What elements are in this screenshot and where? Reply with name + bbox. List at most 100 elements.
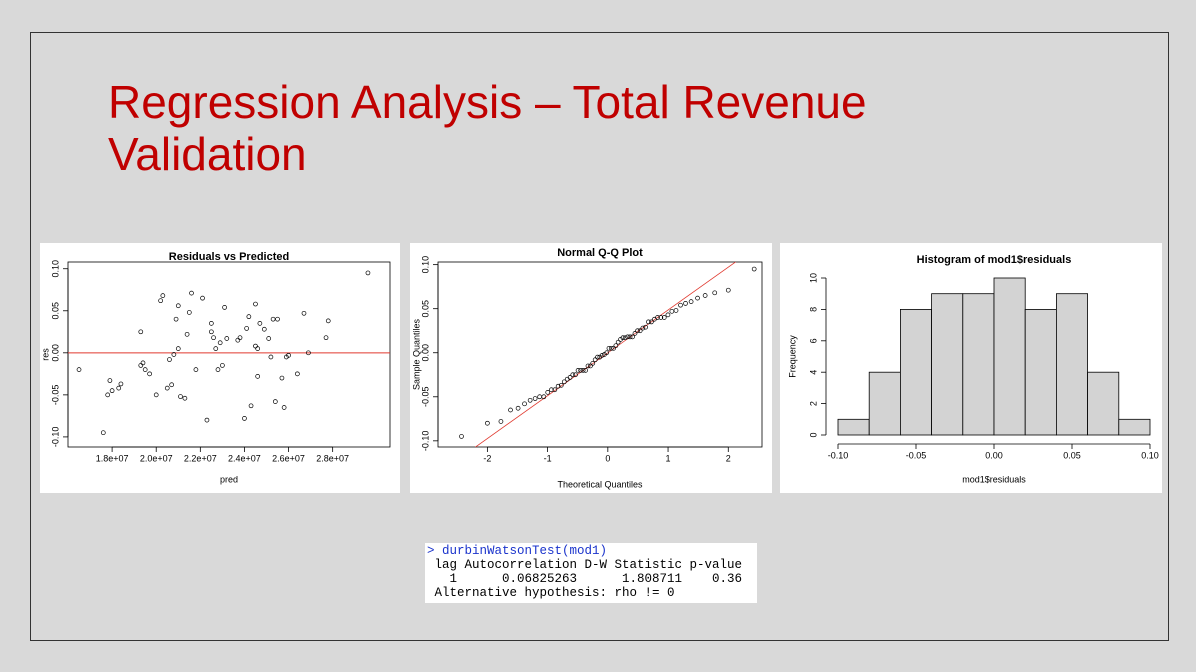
console-line: lag Autocorrelation D-W Statistic p-valu… [427, 558, 743, 572]
chart-panel [40, 243, 400, 493]
data-point [635, 328, 640, 334]
chart-title: Residuals vs Predicted [169, 251, 289, 263]
data-point [268, 354, 274, 360]
x-tick-label: -1 [544, 453, 552, 463]
data-point [508, 407, 513, 413]
data-point [171, 352, 177, 357]
data-point [107, 378, 113, 383]
data-point [646, 319, 651, 325]
data-point [257, 321, 263, 326]
data-point [585, 363, 591, 369]
data-point [725, 287, 731, 293]
y-tick-label: -0.10 [50, 427, 60, 448]
x-tick-label: 1.8e+07 [96, 453, 129, 463]
data-point [142, 367, 148, 372]
data-point [632, 331, 638, 336]
console-line: Alternative hypothesis: rho != 0 [427, 586, 675, 600]
x-tick-label: 0.10 [1141, 450, 1159, 460]
data-point [200, 295, 205, 301]
data-point [712, 290, 718, 296]
data-point [541, 394, 547, 400]
data-point [270, 316, 276, 322]
data-point [683, 301, 688, 306]
data-point [164, 385, 170, 391]
data-point [590, 360, 596, 366]
histogram-bar [1087, 371, 1120, 436]
x-tick-label: 2 [726, 453, 731, 463]
y-tick-label: 4 [808, 370, 818, 375]
data-point [527, 397, 533, 403]
histogram-bar [931, 293, 964, 436]
x-tick-label: 0.00 [985, 450, 1003, 460]
y-tick-label: -0.05 [50, 385, 60, 406]
y-tick-label: 10 [808, 273, 818, 283]
x-tick-label: 2.2e+07 [184, 453, 217, 463]
data-point [599, 353, 605, 358]
data-point [608, 345, 614, 351]
data-point [595, 354, 600, 360]
y-tick-label: 0.00 [50, 344, 60, 362]
data-point [580, 368, 586, 373]
data-point [109, 388, 115, 394]
data-point [630, 334, 635, 340]
data-point [615, 339, 621, 345]
histogram-bar [1118, 418, 1151, 436]
data-point [286, 352, 291, 358]
data-point [118, 381, 124, 387]
x-tick-label: 1 [666, 453, 671, 463]
data-point [485, 420, 490, 426]
data-point [178, 394, 183, 399]
data-point [275, 316, 280, 322]
x-axis-label: Theoretical Quantiles [557, 479, 643, 489]
data-point [301, 310, 307, 316]
data-point [182, 395, 188, 401]
data-point [189, 290, 194, 296]
data-point [515, 405, 521, 411]
data-point [688, 299, 694, 304]
data-point [160, 293, 166, 298]
data-point [272, 399, 278, 404]
histogram-bar [962, 293, 995, 436]
data-point [575, 368, 581, 373]
data-point [116, 385, 122, 391]
data-point [583, 368, 588, 373]
x-tick-label: 2.8e+07 [316, 453, 349, 463]
data-point [279, 375, 285, 381]
data-point [255, 374, 261, 379]
histogram-bar [868, 371, 901, 436]
y-tick-label: 0 [808, 432, 818, 437]
data-point [620, 335, 626, 341]
data-point [242, 416, 247, 421]
y-axis-label: res [40, 348, 50, 361]
data-point [611, 345, 616, 351]
data-point [147, 371, 152, 377]
slide-title: Validation [108, 128, 307, 180]
data-point [552, 387, 558, 393]
data-point [558, 382, 564, 388]
data-point [209, 321, 214, 326]
data-point [204, 417, 210, 423]
data-point [588, 363, 593, 369]
data-point [217, 340, 223, 346]
data-point [186, 310, 192, 315]
chart-title: Normal Q-Q Plot [557, 247, 643, 259]
data-point [169, 382, 175, 388]
data-point [173, 316, 179, 322]
data-point [604, 350, 610, 356]
console-line: 1 0.06825263 1.808711 0.36 [427, 572, 743, 586]
data-point [255, 346, 261, 351]
data-point [549, 387, 554, 393]
data-point [193, 367, 199, 372]
histogram-bar [1024, 308, 1057, 436]
data-point [175, 303, 181, 309]
data-point [498, 419, 504, 424]
data-point [175, 346, 181, 351]
histogram-bar [1056, 293, 1089, 436]
y-tick-label: 0.00 [420, 344, 430, 362]
x-tick-label: 0 [605, 453, 610, 463]
y-tick-label: -0.05 [420, 387, 430, 408]
data-point [248, 403, 254, 409]
data-point [570, 372, 576, 378]
x-tick-label: -0.10 [828, 450, 849, 460]
